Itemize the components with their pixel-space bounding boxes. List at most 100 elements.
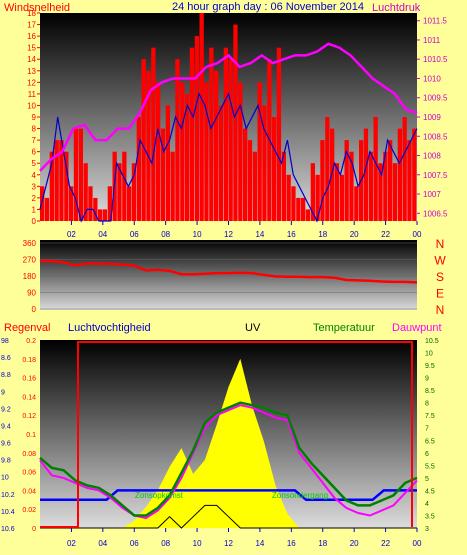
wind-speed-bar	[286, 174, 291, 221]
pressure-y-tick-label: 1010.5	[423, 55, 448, 64]
direction-y-tick-label: 180	[23, 272, 37, 281]
time-x-tick-label: 08	[161, 230, 170, 239]
wind-speed-bar	[83, 163, 88, 221]
wind-speed-bar	[49, 151, 54, 221]
wind-speed-bar	[141, 59, 146, 222]
rain-y-tick-label: 0.08	[22, 451, 36, 458]
dewpoint-line	[39, 404, 418, 520]
wind-speed-bar	[315, 174, 320, 221]
wind-y-tick-label: 10	[27, 101, 36, 110]
wind-speed-bar	[69, 186, 74, 221]
time-x-tick-label: 10	[193, 230, 202, 239]
wind-y-tick-label: 4	[32, 171, 37, 180]
wind-speed-bar	[383, 151, 388, 221]
wind-y-tick-label: 14	[27, 55, 36, 64]
time-x-tick-label: 06	[130, 539, 139, 548]
wind-speed-bar	[310, 163, 315, 221]
wind-speed-bar	[407, 140, 412, 221]
time-x-tick-label: 00	[413, 230, 422, 239]
time-x-tick-label: 00	[413, 539, 422, 548]
pressure-y-tick-label: 1007	[423, 190, 441, 199]
temperature-y-tick-label: 6	[425, 451, 429, 458]
pressure-label: Luchtdruk	[372, 2, 421, 14]
wind-speed-bar	[402, 117, 407, 221]
temperature-y-tick-label: 3	[425, 526, 429, 533]
wind-speed-bar	[73, 128, 79, 221]
compass-label: S	[436, 270, 444, 284]
temperature-y-tick-label: 4	[425, 501, 429, 508]
rain-y-tick-label: 0.18	[22, 357, 36, 364]
wind-y-tick-label: 17	[27, 21, 36, 30]
pressure-y-tick-label: 1006.5	[423, 209, 448, 218]
pressure-line	[39, 42, 418, 172]
wind-speed-bar	[252, 151, 257, 221]
direction-y-tick-label: 90	[27, 289, 36, 298]
compass-label: E	[436, 287, 444, 301]
wind-speed-bar	[368, 151, 373, 221]
wind-speed-bar	[209, 47, 214, 222]
time-x-tick-label: 08	[161, 539, 170, 548]
time-x-tick-label: 18	[318, 539, 327, 548]
temperature-label: Temperatuur	[313, 322, 375, 334]
sunrise-annotation: Zonsopkomst	[135, 491, 184, 500]
time-x-tick-label: 16	[287, 230, 296, 239]
wind-speed-bar	[397, 128, 402, 221]
wind-y-tick-label: 5	[32, 159, 37, 168]
humidity-y-tick-label: 8.8	[1, 372, 11, 379]
direction-y-tick-label: 270	[23, 256, 37, 265]
humidity-y-tick-label: 9.2	[1, 406, 11, 413]
wind-speed-bar	[238, 82, 243, 221]
wind-speed-bar	[136, 117, 141, 221]
time-x-tick-label: 02	[67, 230, 76, 239]
temperature-y-tick-label: 8.5	[425, 388, 435, 395]
wind-y-tick-label: 8	[32, 125, 37, 134]
humidity-y-tick-label: 10.4	[1, 509, 15, 516]
temperature-y-tick-label: 7.5	[425, 413, 435, 420]
rain-y-tick-label: 0.14	[22, 394, 36, 401]
wind-direction-line	[40, 259, 418, 284]
wind-speed-bar	[218, 105, 224, 221]
time-x-tick-label: 18	[318, 230, 327, 239]
wind-y-tick-label: 18	[27, 9, 36, 18]
chart-title: 24 hour graph day : 06 November 2014	[172, 1, 364, 13]
wind-speed-bar	[247, 140, 253, 221]
wind-speed-bar	[243, 128, 248, 221]
time-x-tick-label: 02	[67, 539, 76, 548]
wind-speed-bar	[223, 47, 228, 222]
time-x-tick-label: 16	[287, 539, 296, 548]
humidity-y-tick-label: 9	[1, 389, 5, 396]
humidity-y-tick-label: 10	[1, 475, 9, 482]
time-x-tick-label: 12	[224, 539, 233, 548]
wind-speed-bar	[325, 117, 330, 221]
compass-label: N	[436, 237, 445, 251]
wind-speed-bar	[257, 82, 262, 221]
wind-y-tick-label: 0	[32, 217, 37, 226]
compass-label: N	[436, 303, 445, 317]
uv-label: UV	[245, 322, 261, 334]
wind-y-tick-label: 9	[32, 113, 37, 122]
wind-speed-bar	[301, 197, 306, 221]
pressure-y-tick-label: 1011	[423, 36, 441, 45]
time-x-tick-label: 10	[193, 539, 202, 548]
wind-y-tick-label: 3	[32, 182, 37, 191]
humidity-y-tick-label: 98	[1, 338, 9, 345]
wind-speed-bar	[88, 186, 93, 221]
temperature-y-tick-label: 5.5	[425, 463, 435, 470]
wind-speed-bar	[78, 128, 83, 221]
wind-speed-bar	[305, 209, 311, 221]
wind-panel: 01234567891011121314151617181006.5100710…	[27, 9, 448, 239]
wind-speed-bar	[44, 197, 50, 221]
rain-label: Regenval	[4, 322, 50, 334]
time-x-tick-label: 14	[255, 539, 264, 548]
wind-speed-bar	[180, 82, 185, 221]
pressure-y-tick-label: 1011.5	[423, 17, 447, 26]
wind-y-tick-label: 6	[32, 148, 37, 157]
time-x-tick-label: 04	[98, 539, 107, 548]
rain-y-tick-label: 0.04	[22, 488, 36, 495]
humidity-label: Luchtvochtigheid	[68, 322, 151, 334]
wind-speed-bar	[262, 105, 267, 221]
temperature-y-tick-label: 9	[425, 376, 429, 383]
wind-speed-bar	[276, 47, 282, 222]
